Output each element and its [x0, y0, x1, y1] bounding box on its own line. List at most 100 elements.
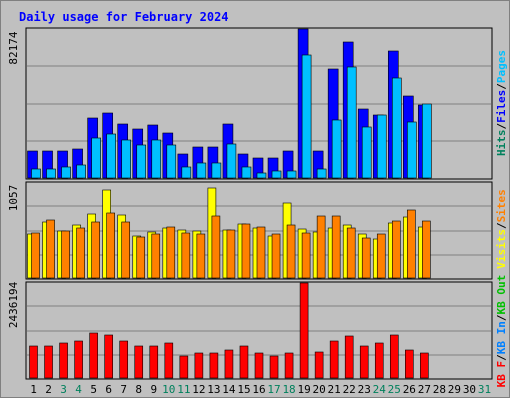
day-bars-25: [389, 334, 399, 379]
day-bars-18: [282, 150, 297, 179]
bar-sites: [46, 219, 55, 279]
bar-sites: [31, 232, 40, 279]
bar-pages: [226, 143, 237, 179]
x-tick-label: 10: [162, 383, 175, 396]
scale-label: 2436194: [7, 281, 20, 328]
day-bars-8: [134, 345, 144, 379]
x-tick-label: 16: [252, 383, 265, 396]
day-bars-26: [405, 349, 414, 379]
day-bars-21: [329, 340, 339, 379]
x-tick-label: 3: [60, 383, 67, 396]
bar-kb-f: [119, 340, 129, 379]
x-tick-label: 18: [282, 383, 295, 396]
bar-sites: [422, 220, 431, 279]
day-bars-1: [29, 345, 38, 379]
day-bars-10: [162, 226, 176, 279]
day-bars-14: [222, 229, 236, 279]
day-bars-21: [327, 215, 341, 279]
bar-kb-f: [299, 282, 309, 379]
legend-middle: Visits/Sites: [495, 189, 508, 269]
bar-kb-f: [269, 355, 279, 379]
day-bars-21: [327, 68, 342, 179]
x-tick-label: 31: [478, 383, 491, 396]
bar-kb-f: [209, 352, 219, 379]
day-bars-19: [297, 28, 312, 179]
bar-pages: [121, 139, 132, 179]
x-tick-label: 1: [30, 383, 37, 396]
chart-title: Daily usage for February 2024: [19, 10, 229, 24]
legend-entry: Hits: [495, 130, 508, 157]
bar-pages: [286, 170, 297, 179]
x-tick-label: 23: [358, 383, 371, 396]
panel-middle: 1057 Visits/Sites: [7, 181, 508, 280]
x-tick-label: 8: [135, 383, 142, 396]
bar-pages: [241, 166, 252, 179]
x-tick-label: 13: [207, 383, 220, 396]
day-bars-20: [312, 150, 327, 179]
bar-sites: [166, 226, 176, 279]
bar-kb-f: [104, 334, 113, 379]
bar-sites: [91, 221, 100, 279]
bar-kb-f: [329, 340, 339, 379]
x-tick-label: 25: [388, 383, 401, 396]
bar-pages: [211, 162, 222, 179]
day-bars-23: [357, 233, 371, 279]
x-tick-label: 5: [90, 383, 97, 396]
scale-label: 1057: [7, 185, 20, 212]
legend-top: Hits/Files/Pages: [495, 50, 508, 156]
day-bars-5: [89, 332, 98, 379]
day-bars-12: [194, 352, 204, 379]
day-bars-4: [72, 148, 86, 179]
bar-pages: [106, 133, 116, 179]
bar-kb-f: [405, 349, 414, 379]
day-bars-16: [252, 226, 266, 279]
day-bars-10: [164, 342, 174, 379]
legend-entry: /: [495, 222, 508, 229]
day-bars-18: [284, 352, 294, 379]
day-bars-2: [42, 150, 56, 179]
bar-sites: [241, 223, 251, 279]
x-tick-label: 24: [373, 383, 387, 396]
x-tick-label: 20: [313, 383, 326, 396]
x-tick-label: 9: [150, 383, 157, 396]
bar-pages: [166, 144, 177, 179]
bar-pages: [316, 168, 327, 179]
day-bars-9: [149, 345, 159, 379]
legend-entry: Sites: [495, 189, 508, 222]
bar-pages: [61, 166, 71, 179]
day-bars-6: [102, 112, 116, 179]
scale-label: 82174: [7, 31, 20, 64]
day-bars-12: [192, 146, 207, 179]
bar-kb-f: [224, 349, 234, 379]
day-bars-13: [207, 187, 221, 279]
bar-kb-f: [314, 351, 324, 379]
day-bars-5: [87, 117, 101, 179]
bar-kb-f: [359, 345, 369, 379]
x-tick-label: 7: [120, 383, 127, 396]
day-bars-15: [237, 223, 251, 279]
day-bars-27: [418, 220, 431, 279]
day-bars-16: [254, 352, 264, 379]
bar-sites: [391, 220, 401, 279]
bar-sites: [61, 230, 70, 279]
day-bars-11: [179, 355, 189, 379]
bar-kb-f: [44, 345, 53, 379]
day-bars-13: [207, 146, 222, 179]
day-bars-16: [252, 157, 267, 179]
legend-entry: Files: [495, 90, 508, 123]
day-bars-10: [162, 132, 177, 179]
day-bars-23: [359, 345, 369, 379]
day-bars-25: [387, 50, 402, 179]
bar-sites: [136, 236, 146, 279]
bar-kb-f: [344, 335, 354, 379]
day-bars-5: [87, 213, 100, 279]
day-bars-15: [239, 345, 249, 379]
legend-entry: /: [495, 83, 508, 90]
day-bars-14: [222, 123, 237, 179]
bar-kb-f: [284, 352, 294, 379]
bar-kb-f: [29, 345, 38, 379]
day-bars-3: [57, 150, 71, 179]
bar-pages: [181, 166, 192, 179]
